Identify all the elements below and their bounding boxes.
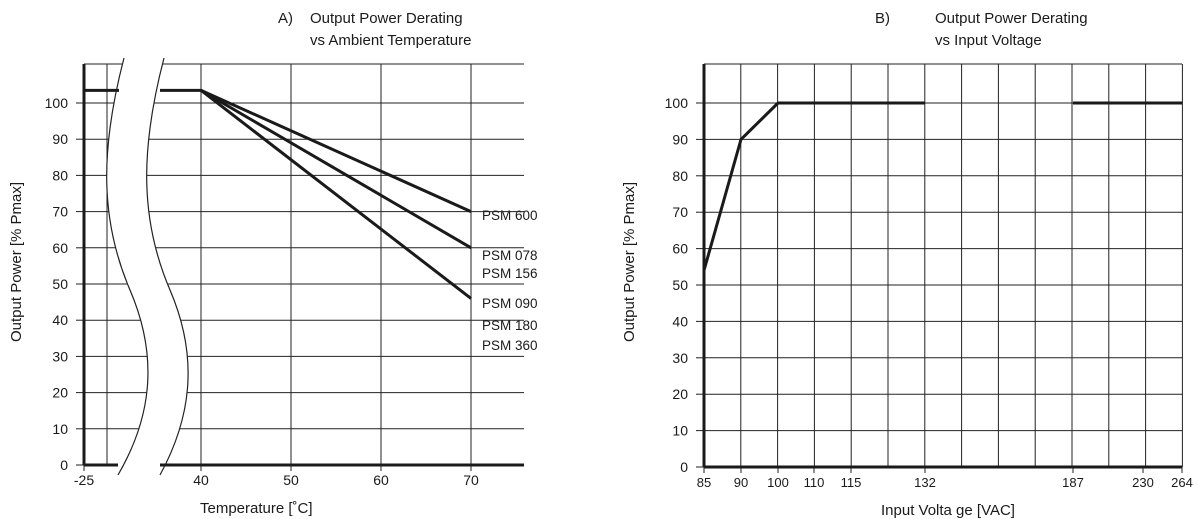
chart-a-series-line [200, 89, 472, 250]
chart-b-x-tick-label: 115 [841, 475, 862, 490]
chart-a-y-tick-label: 10 [52, 421, 68, 437]
chart-a-annotation-psm600: PSM 600 [482, 208, 538, 223]
chart-b-series-line-segment [702, 101, 925, 271]
chart-b-y-tick-label: 80 [672, 168, 688, 184]
chart-a-annotation-psm090: PSM 090 [482, 296, 538, 311]
chart-a-y-tick-label: 80 [52, 167, 68, 183]
chart-b-y-axis-label: Output Power [% Pmax] [621, 182, 638, 342]
chart-a-y-tick-label: 50 [52, 276, 68, 292]
chart-b-x-tick-label: 230 [1132, 475, 1154, 490]
chart-a-subtitle: vs Ambient Temperature [310, 32, 471, 49]
chart-a-x-axis-label: Temperature [˚C] [200, 500, 313, 517]
chart-a-x-tick-label: 40 [193, 472, 209, 488]
chart-b-y-tick-label: 50 [672, 277, 688, 293]
chart-b-y-tick-label: 40 [672, 313, 688, 329]
chart-b-x-tick-label: 90 [734, 475, 748, 490]
chart-a-plot: 0 10 20 30 40 50 60 70 80 90 100 -25 40 50 60 70 [45, 57, 524, 488]
chart-a-y-tick-label: 70 [52, 204, 68, 220]
chart-a-title: Output Power Derating [310, 10, 463, 27]
chart-a-y-axis-label: Output Power [% Pmax] [8, 182, 25, 342]
chart-a-y-tick-label: 100 [45, 95, 69, 111]
chart-b-y-tick-label: 60 [672, 241, 688, 257]
chart-b-y-tick-label: 30 [672, 350, 688, 366]
chart-a-y-tick-label: 20 [52, 385, 68, 401]
chart-b-x-tick-label: 100 [767, 475, 789, 490]
chart-a-axis-break-curve-left [106, 57, 149, 476]
chart-b-y-tick-label: 70 [672, 204, 688, 220]
chart-a-y-tick-label: 90 [52, 131, 68, 147]
chart-a-y-tick-label: 0 [60, 457, 68, 473]
chart-b-subtitle: vs Input Voltage [935, 32, 1042, 49]
chart-b-x-tick-label: 187 [1062, 475, 1084, 490]
chart-b-y-tick-label: 100 [665, 95, 689, 111]
chart-b-y-tick-label: 90 [672, 131, 688, 147]
chart-b-panel-letter: B) [875, 10, 890, 27]
chart-a-x-tick-label: 70 [463, 472, 479, 488]
chart-a-y-tick-label: 60 [52, 240, 68, 256]
chart-b: B) Output Power Derating vs Input Voltag… [621, 10, 1088, 519]
chart-b-plot: 0 10 20 30 40 50 60 70 80 90 100 85 90 100 110 115 132 18… [665, 63, 1193, 490]
chart-a-panel-letter: A) [278, 10, 293, 27]
chart-a-axis-break-band [106, 58, 189, 475]
chart-b-y-tick-label: 20 [672, 386, 688, 402]
chart-b-x-tick-label: 132 [914, 475, 936, 490]
chart-a-annotation-psm156: PSM 156 [482, 266, 538, 281]
chart-b-y-tick-label: 10 [672, 423, 688, 439]
chart-b-title: Output Power Derating [935, 10, 1088, 27]
chart-b-x-tick-label: 85 [697, 475, 711, 490]
chart-a: A) Output Power Derating vs Ambient Temp… [8, 10, 538, 517]
chart-a-y-tick-label: 30 [52, 348, 68, 364]
chart-a-x-tick-label: -25 [74, 472, 94, 488]
chart-a-x-tick-label: 60 [373, 472, 389, 488]
chart-a-x-tick-label: 50 [283, 472, 299, 488]
chart-b-x-tick-label: 264 [1171, 475, 1193, 490]
chart-a-y-tick-label: 40 [52, 312, 68, 328]
chart-a-series-line [200, 88, 472, 213]
chart-b-x-axis-label: Input Volta ge [VAC] [881, 502, 1015, 519]
chart-a-axis-break-curve-right [146, 57, 189, 476]
chart-a-annotation-psm180: PSM 180 [482, 318, 538, 333]
chart-a-annotation-psm078: PSM 078 [482, 248, 538, 263]
chart-b-y-tick-label: 0 [680, 459, 688, 475]
chart-a-series-line [200, 89, 472, 300]
chart-b-x-tick-label: 110 [804, 475, 825, 490]
chart-a-annotation-psm360: PSM 360 [482, 338, 538, 353]
